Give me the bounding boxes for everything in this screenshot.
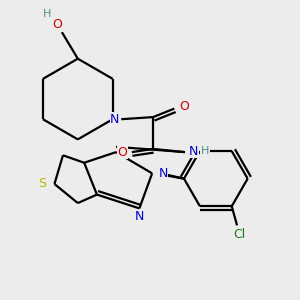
Text: Cl: Cl (233, 228, 245, 242)
Text: N: N (158, 167, 168, 180)
Text: O: O (179, 100, 189, 113)
Text: H: H (201, 146, 209, 156)
Text: O: O (53, 18, 63, 31)
Text: N: N (110, 113, 120, 126)
Text: O: O (117, 146, 127, 159)
Text: N: N (189, 145, 199, 158)
Text: H: H (43, 9, 51, 19)
Text: N: N (135, 210, 144, 224)
Text: S: S (38, 178, 46, 190)
